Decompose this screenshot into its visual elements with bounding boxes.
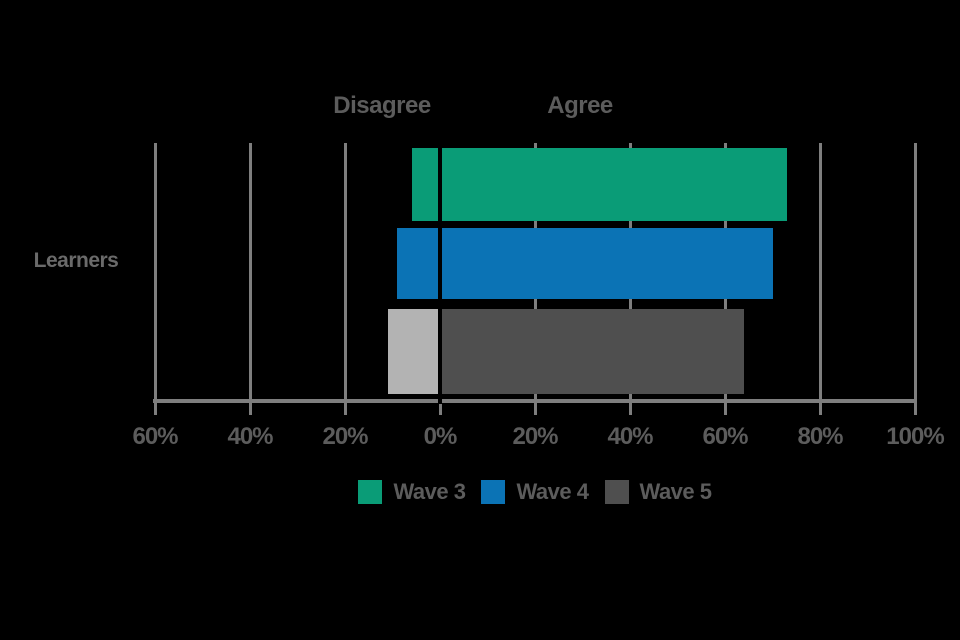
x-axis-tick-20 bbox=[533, 399, 537, 415]
legend-label: Wave 3 bbox=[393, 479, 466, 504]
x-tick-label-80%: 80% bbox=[797, 423, 843, 450]
bar-wave4-disagree bbox=[397, 228, 440, 299]
bar-wave4-agree bbox=[440, 228, 773, 299]
legend-swatch-wave5 bbox=[604, 480, 629, 504]
legend: Wave 3 Wave 4 Wave 5 bbox=[155, 479, 915, 505]
gridline--40 bbox=[248, 143, 252, 399]
x-tick-label-40%: 40% bbox=[607, 423, 653, 450]
x-axis-tick-40 bbox=[628, 399, 632, 415]
x-axis-tick--40 bbox=[248, 399, 252, 415]
x-axis-tick-100 bbox=[913, 399, 917, 415]
x-tick-label-60%: 60% bbox=[132, 423, 178, 450]
x-axis-tick-60 bbox=[723, 399, 727, 415]
x-axis-tick--20 bbox=[343, 399, 347, 415]
x-tick-label-20%: 20% bbox=[512, 423, 558, 450]
x-tick-label-40%: 40% bbox=[227, 423, 273, 450]
disagree-header-label: Disagree bbox=[333, 92, 431, 119]
legend-label: Wave 5 bbox=[639, 479, 713, 504]
x-axis-tick--60 bbox=[153, 399, 157, 415]
gridline--60 bbox=[153, 143, 157, 399]
bar-wave5-disagree bbox=[387, 309, 440, 394]
x-axis-tick-80 bbox=[818, 399, 822, 415]
x-axis-tick-0 bbox=[438, 399, 442, 415]
bar-wave3-agree bbox=[440, 148, 787, 221]
legend-label: Wave 4 bbox=[516, 479, 589, 504]
gridline--20 bbox=[343, 143, 347, 399]
zero-axis-line bbox=[438, 143, 442, 404]
x-tick-label-60%: 60% bbox=[702, 423, 748, 450]
bar-wave3-disagree bbox=[411, 148, 440, 221]
x-tick-label-100%: 100% bbox=[886, 423, 944, 450]
bar-wave5-agree bbox=[440, 309, 744, 394]
x-tick-label-20%: 20% bbox=[322, 423, 368, 450]
gridline-100 bbox=[913, 143, 917, 399]
agree-header-label: Agree bbox=[547, 92, 613, 119]
x-tick-label-0%: 0% bbox=[423, 423, 458, 450]
legend-swatch-wave3 bbox=[358, 480, 383, 504]
legend-swatch-wave4 bbox=[481, 480, 506, 504]
legend-item-wave5: Wave 5 bbox=[604, 479, 713, 505]
category-label-learners: Learners bbox=[33, 249, 119, 272]
legend-item-wave3: Wave 3 bbox=[358, 479, 466, 505]
legend-item-wave4: Wave 4 bbox=[481, 479, 589, 505]
gridline-80 bbox=[818, 143, 822, 399]
